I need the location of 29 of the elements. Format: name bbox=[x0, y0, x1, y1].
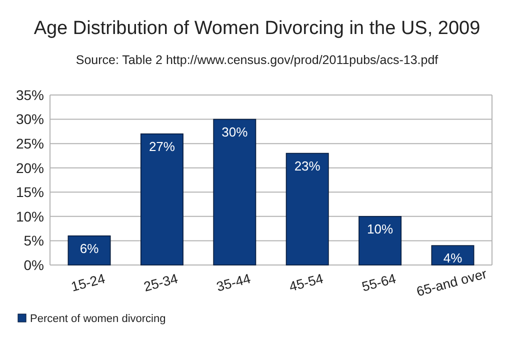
bar bbox=[358, 216, 402, 266]
y-tick-label: 0% bbox=[24, 256, 44, 273]
x-tick-label: 15-24 bbox=[69, 270, 108, 294]
data-label: 27% bbox=[148, 138, 176, 154]
y-tick-label: 15% bbox=[16, 184, 44, 200]
data-label: 10% bbox=[367, 221, 394, 236]
bar bbox=[213, 118, 256, 266]
x-tick-label: 65-and over bbox=[414, 266, 489, 300]
x-tick-label: 35-44 bbox=[214, 270, 253, 294]
y-tick-label: 20% bbox=[16, 160, 44, 176]
x-tick-label: 45-54 bbox=[288, 270, 326, 294]
x-tick-label: 25-34 bbox=[142, 270, 180, 294]
bar bbox=[431, 245, 474, 266]
chart-subtitle: Source: Table 2 http://www.census.gov/prod/2011pubs/acs-13.pdf bbox=[76, 53, 439, 67]
legend-label: Percent of women divorcing bbox=[30, 313, 166, 325]
x-tick-label: 55-64 bbox=[360, 270, 398, 294]
chart-title: Age Distribution of Women Divorcing in the US, 2009 bbox=[34, 18, 480, 39]
bar bbox=[68, 235, 111, 266]
y-tick-label: 5% bbox=[24, 232, 44, 249]
data-label: 23% bbox=[294, 158, 321, 174]
y-tick-label: 35% bbox=[16, 86, 44, 103]
y-tick-label: 10% bbox=[16, 208, 44, 224]
bar bbox=[140, 133, 184, 266]
y-tick-label: 30% bbox=[16, 111, 44, 128]
bar bbox=[286, 152, 329, 266]
data-label: 4% bbox=[443, 250, 463, 266]
y-tick-label: 25% bbox=[16, 135, 44, 152]
data-label: 6% bbox=[80, 240, 100, 256]
data-label: 30% bbox=[222, 124, 248, 140]
